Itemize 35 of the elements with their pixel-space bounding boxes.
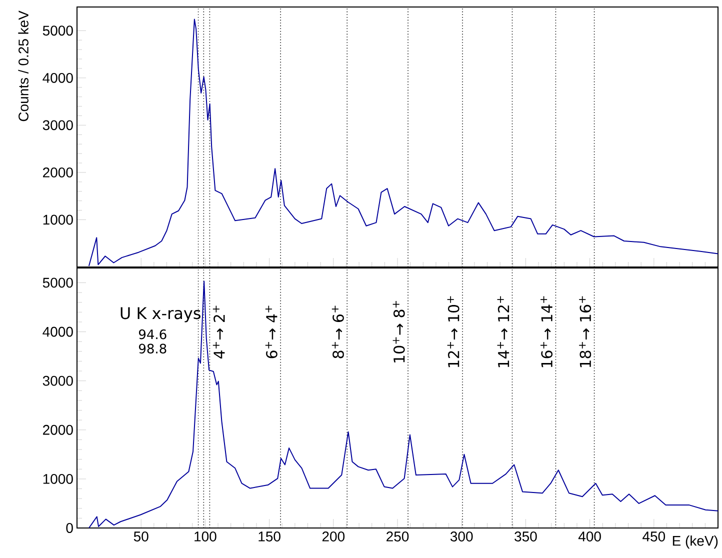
y-tick-label: 5000 — [42, 26, 73, 36]
x-tick-label: 100 — [194, 532, 216, 542]
x-tick-label: 150 — [258, 532, 280, 542]
x-tick-label: 250 — [386, 532, 409, 542]
line-series — [88, 18, 718, 267]
x-tick-label: 50 — [134, 532, 148, 542]
ref-line-label: 14$^{+}$→ 12$^{+}$ — [497, 296, 510, 368]
y-axis-title: Counts / 0.25 keV — [18, 10, 28, 122]
annotation: 94.6 — [138, 329, 166, 340]
ref-line-label: 4$^{+}$→ 2$^{+}$ — [212, 306, 225, 358]
y-tick-label: 3000 — [42, 376, 73, 386]
y-tick-label: 2000 — [43, 424, 73, 435]
y-tick-label: 2000 — [43, 167, 73, 178]
y-tick-label: 4000 — [42, 326, 73, 337]
y-tick-label: 0 — [66, 523, 73, 533]
annotation: U K x-rays — [120, 307, 200, 322]
line-series — [88, 280, 718, 528]
ref-line-label: 10$^{+}$→ 8$^{+}$ — [392, 301, 405, 362]
ref-line-label: 16$^{+}$→ 14$^{+}$ — [540, 296, 553, 368]
x-tick-label: 400 — [578, 532, 601, 542]
y-tick-label: 5000 — [42, 278, 73, 288]
ref-line-label: 12$^{+}$→ 10$^{+}$ — [447, 296, 460, 368]
x-tick-label: 450 — [642, 532, 666, 542]
x-tick-label: 350 — [514, 532, 537, 542]
y-tick-label: 3000 — [42, 120, 73, 130]
y-tick-label: 1000 — [43, 214, 73, 225]
ref-line-label: 18$^{+}$→ 16$^{+}$ — [579, 296, 592, 368]
ref-line-label: 6$^{+}$→ 4$^{+}$ — [265, 306, 278, 358]
annotation: 98.8 — [138, 344, 166, 354]
x-axis-title: E (keV) — [672, 536, 718, 549]
x-tick-label: 300 — [450, 532, 473, 542]
y-tick-label: 4000 — [42, 72, 73, 83]
ref-line-label: 8$^{+}$→ 6$^{+}$ — [332, 306, 344, 358]
x-tick-label: 200 — [322, 532, 345, 542]
y-tick-label: 1000 — [43, 474, 73, 484]
